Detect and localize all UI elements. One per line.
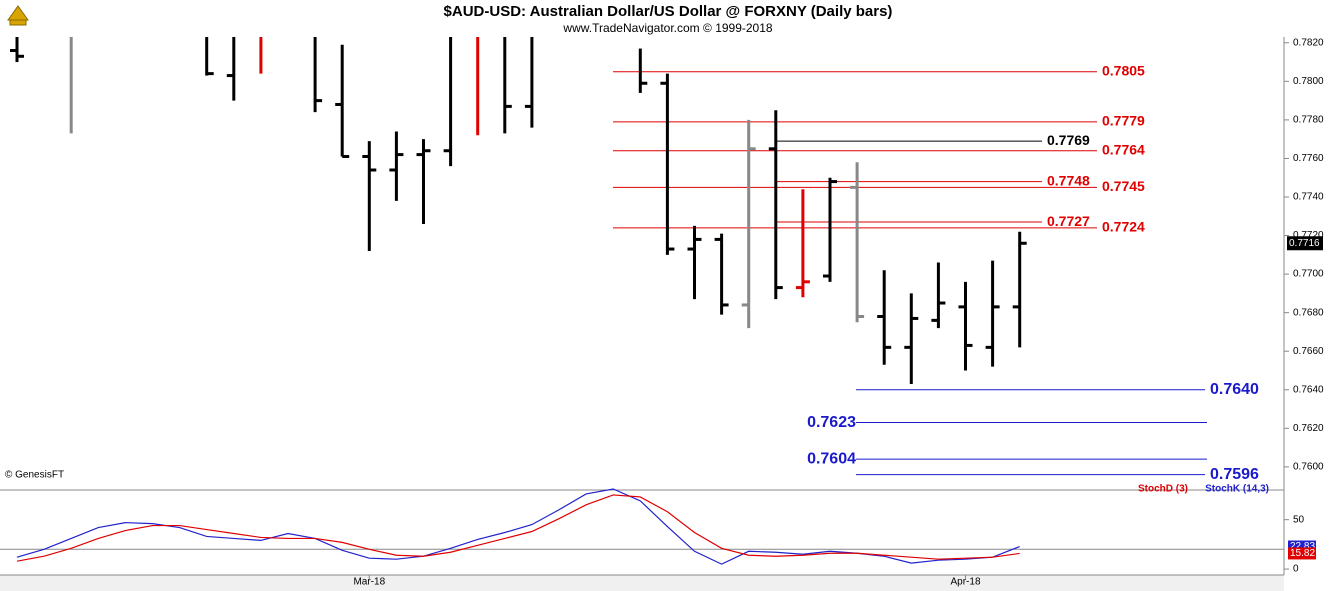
y-tick-label: 0.7740 bbox=[1293, 192, 1324, 203]
level-label: 0.7640 bbox=[1210, 381, 1259, 398]
last-price-box bbox=[1287, 236, 1323, 251]
y-tick-label: 0.7600 bbox=[1293, 462, 1324, 473]
y-tick-label: 0 bbox=[1293, 564, 1299, 575]
level-label: 0.7745 bbox=[1102, 178, 1145, 194]
logo bbox=[7, 5, 29, 26]
level-label: 0.7604 bbox=[807, 450, 856, 467]
last-value-label: 15.82 bbox=[1290, 548, 1315, 559]
level-label: 0.7623 bbox=[807, 414, 856, 431]
y-tick-label: 0.7720 bbox=[1293, 230, 1324, 241]
level-label: 0.7779 bbox=[1102, 113, 1145, 129]
y-tick-label: 0.7760 bbox=[1293, 153, 1324, 164]
x-tick-label: Mar-18 bbox=[353, 577, 385, 588]
y-tick-label: 0.7660 bbox=[1293, 346, 1324, 357]
level-label: 0.7805 bbox=[1102, 62, 1145, 78]
level-label: 0.7727 bbox=[1047, 213, 1090, 229]
y-tick-label: 0.7780 bbox=[1293, 115, 1324, 126]
last-price-label: 0.7716 bbox=[1289, 238, 1320, 249]
y-tick-label: 0.7820 bbox=[1293, 37, 1324, 48]
watermark: © GenesisFT bbox=[5, 470, 64, 481]
y-tick-label: 0.7640 bbox=[1293, 384, 1324, 395]
x-axis-band bbox=[0, 575, 1284, 591]
x-tick-label: Apr-18 bbox=[950, 577, 980, 588]
y-tick-label: 50 bbox=[1293, 514, 1305, 525]
last-value-label: 22.83 bbox=[1290, 541, 1315, 552]
legend-label: StochK (14,3) bbox=[1205, 484, 1269, 495]
chart-subtitle: www.TradeNavigator.com © 1999-2018 bbox=[562, 21, 772, 35]
chart-title: $AUD-USD: Australian Dollar/US Dollar @ … bbox=[444, 3, 893, 20]
level-label: 0.7748 bbox=[1047, 172, 1090, 188]
y-tick-label: 0.7620 bbox=[1293, 423, 1324, 434]
level-label: 0.7769 bbox=[1047, 132, 1090, 148]
level-label: 0.7724 bbox=[1102, 219, 1145, 235]
y-tick-label: 0.7800 bbox=[1293, 76, 1324, 87]
legend-label: StochD (3) bbox=[1138, 484, 1188, 495]
last-value-box bbox=[1288, 547, 1316, 560]
y-tick-label: 0.7680 bbox=[1293, 307, 1324, 318]
level-label: 0.7596 bbox=[1210, 466, 1259, 483]
level-label: 0.7764 bbox=[1102, 141, 1145, 157]
y-tick-label: 0.7700 bbox=[1293, 269, 1324, 280]
stoch-line bbox=[16, 494, 1020, 562]
